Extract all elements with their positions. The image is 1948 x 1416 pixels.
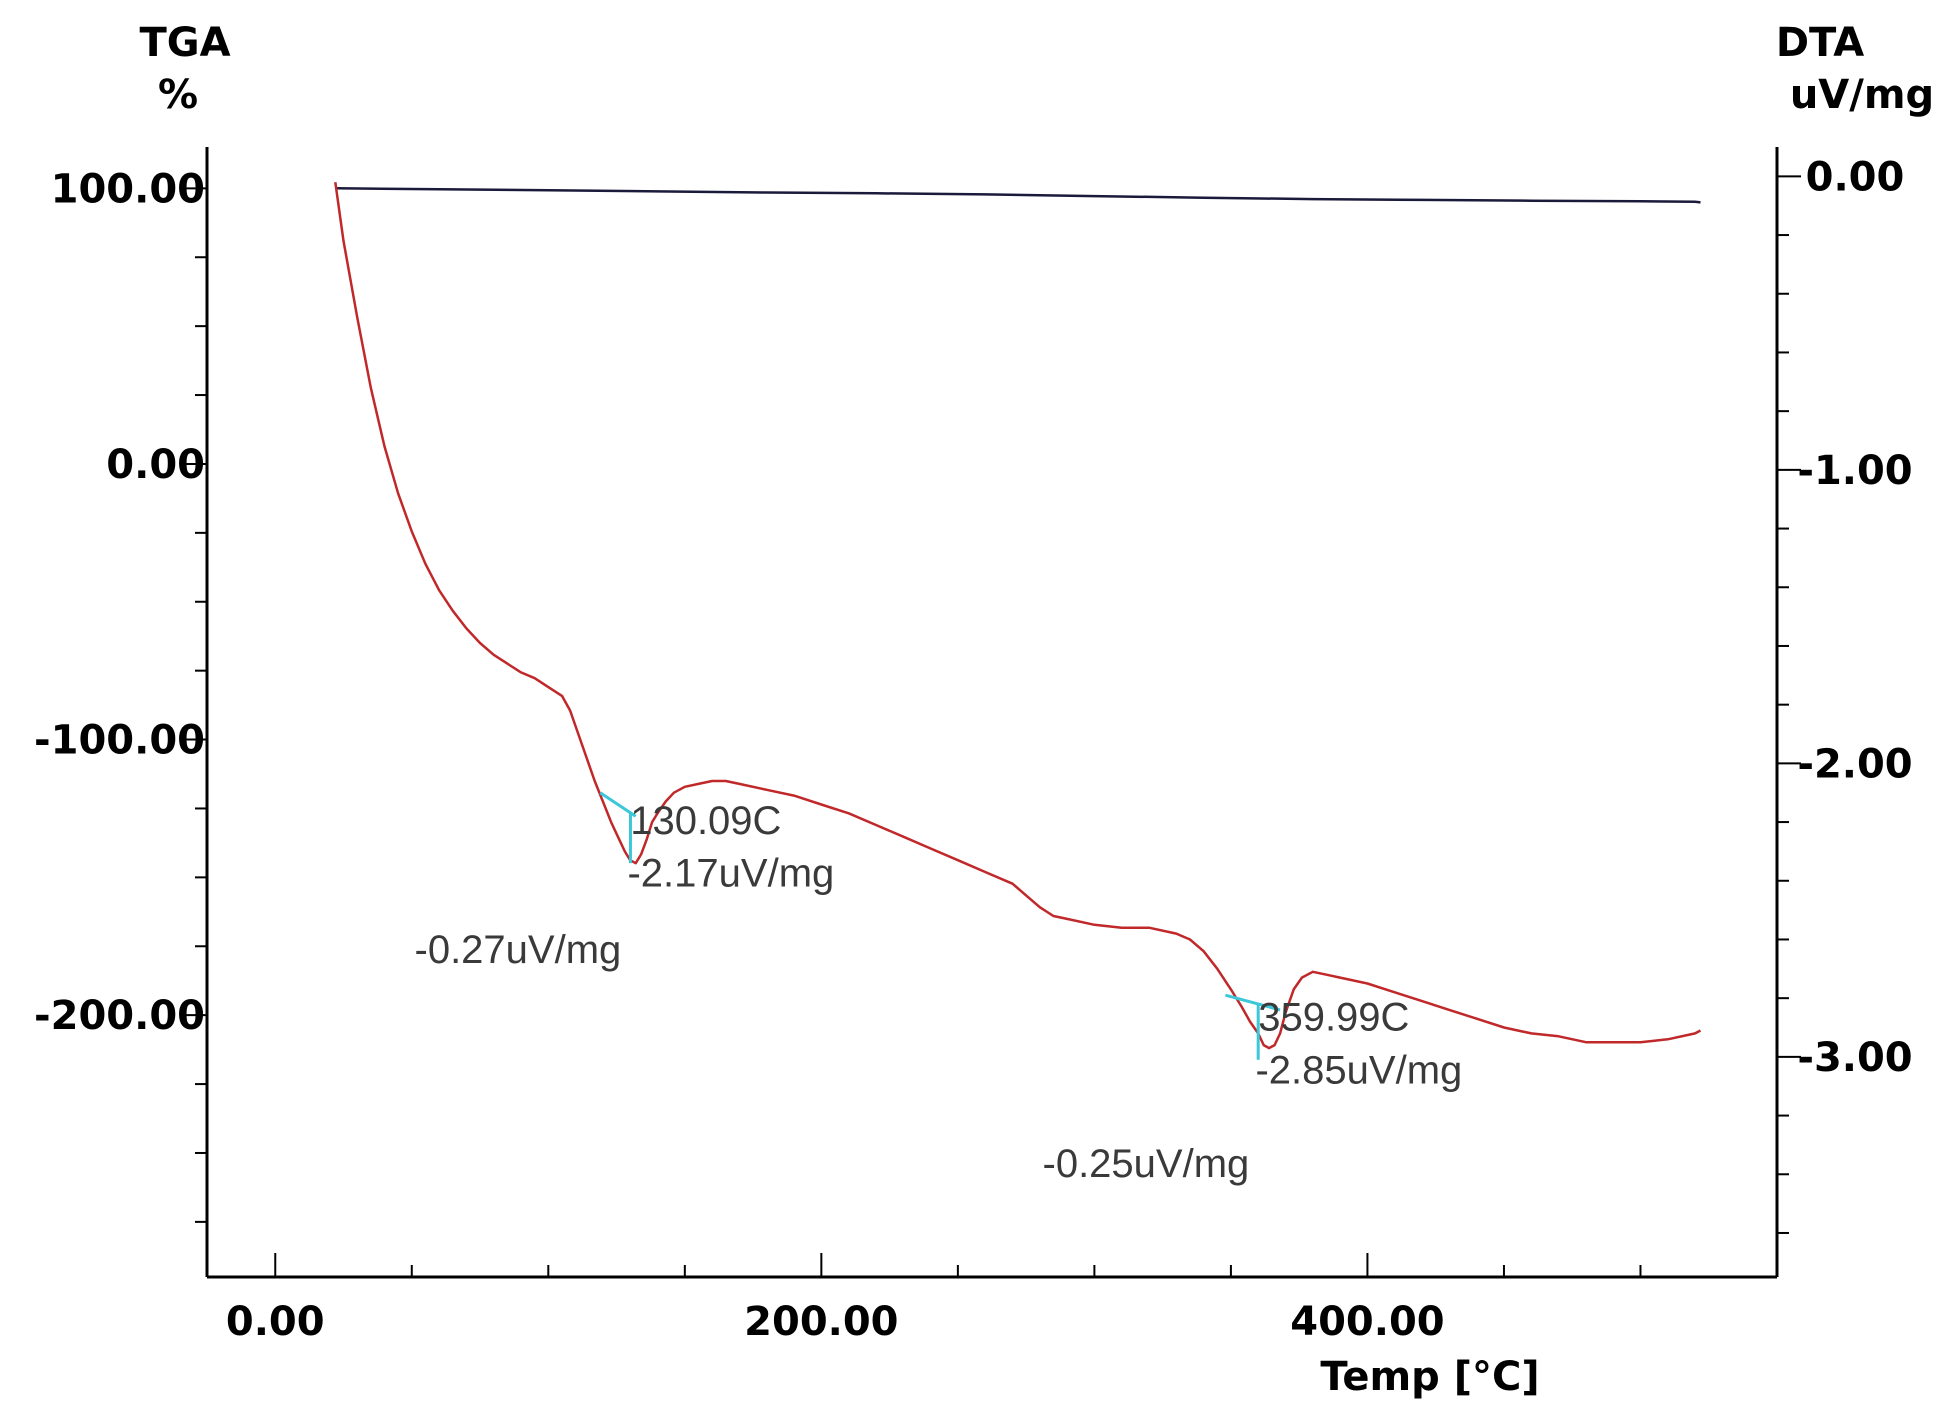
left-axis-title: TGA: [139, 20, 230, 66]
peak-marks: [599, 791, 1281, 1060]
right-tick-label: -1.00: [1797, 448, 1912, 494]
x-tick-label: 400.00: [1290, 1299, 1444, 1345]
right-tick-label: -3.00: [1797, 1035, 1912, 1081]
x-tick-label: 200.00: [744, 1299, 898, 1345]
peak-annotation: 130.09C: [630, 799, 781, 843]
right-axis-unit: uV/mg: [1790, 72, 1934, 118]
peak-baseline: [1225, 993, 1281, 1012]
right-axis-title: DTA: [1776, 20, 1864, 66]
dta-series-line: [334, 182, 1702, 1050]
peak-annotation: -0.25uV/mg: [1043, 1142, 1250, 1186]
left-tick-label: -100.00: [34, 718, 205, 764]
series-layer: [334, 182, 1702, 1050]
annotations: 130.09C -2.17uV/mg-0.27uV/mg 359.99C -2.85u…: [415, 799, 1463, 1186]
peak-annotation: -2.17uV/mg: [627, 852, 834, 896]
left-axis-unit: %: [158, 72, 198, 118]
left-tick-label: 0.00: [106, 442, 205, 488]
axis-ticks: [183, 175, 1801, 1277]
right-tick-label: 0.00: [1806, 154, 1905, 200]
right-tick-label: -2.00: [1797, 741, 1912, 787]
peak-annotation: -2.85uV/mg: [1255, 1048, 1462, 1092]
x-axis-title: Temp [°C]: [1320, 1354, 1539, 1400]
left-tick-label: -200.00: [34, 993, 205, 1039]
left-tick-label: 100.00: [51, 166, 205, 212]
axis-tick-labels: 0.00 200.00 400.00 100.00 0.00 -100.00 -200.00…: [34, 154, 1913, 1345]
peak-annotation: -0.27uV/mg: [415, 928, 622, 972]
tga-series-line: [335, 187, 1701, 204]
peak-annotation: 359.99C: [1258, 995, 1409, 1039]
peak-baseline: [599, 791, 637, 818]
x-tick-label: 0.00: [226, 1299, 325, 1345]
